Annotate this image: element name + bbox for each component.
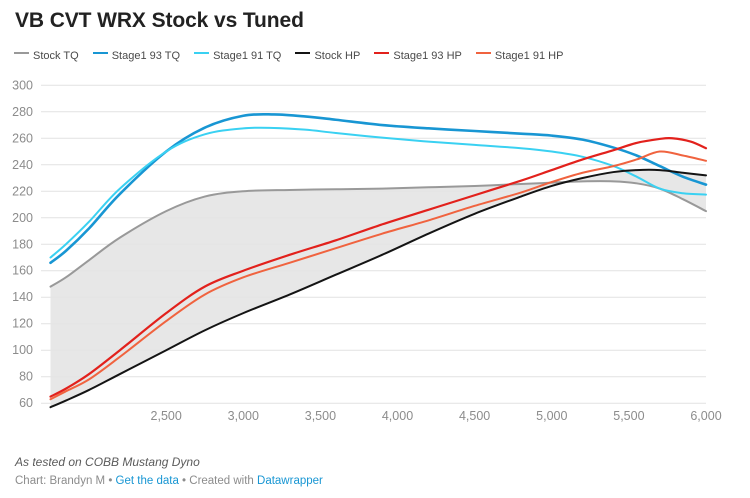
svg-text:4,000: 4,000 — [382, 409, 413, 423]
svg-text:60: 60 — [19, 396, 33, 410]
svg-text:260: 260 — [12, 131, 33, 145]
svg-text:180: 180 — [12, 237, 33, 251]
svg-text:4,500: 4,500 — [459, 409, 490, 423]
svg-text:5,000: 5,000 — [536, 409, 567, 423]
svg-text:5,500: 5,500 — [613, 409, 644, 423]
svg-text:220: 220 — [12, 184, 33, 198]
svg-text:3,500: 3,500 — [305, 409, 336, 423]
svg-text:6,000: 6,000 — [690, 409, 721, 423]
svg-text:120: 120 — [12, 317, 33, 331]
svg-text:3,000: 3,000 — [228, 409, 259, 423]
svg-text:280: 280 — [12, 105, 33, 119]
svg-text:140: 140 — [12, 290, 33, 304]
svg-text:2,500: 2,500 — [151, 409, 182, 423]
svg-text:240: 240 — [12, 158, 33, 172]
svg-text:100: 100 — [12, 343, 33, 357]
svg-text:160: 160 — [12, 264, 33, 278]
svg-text:200: 200 — [12, 211, 33, 225]
svg-text:80: 80 — [19, 370, 33, 384]
svg-text:300: 300 — [12, 78, 33, 92]
